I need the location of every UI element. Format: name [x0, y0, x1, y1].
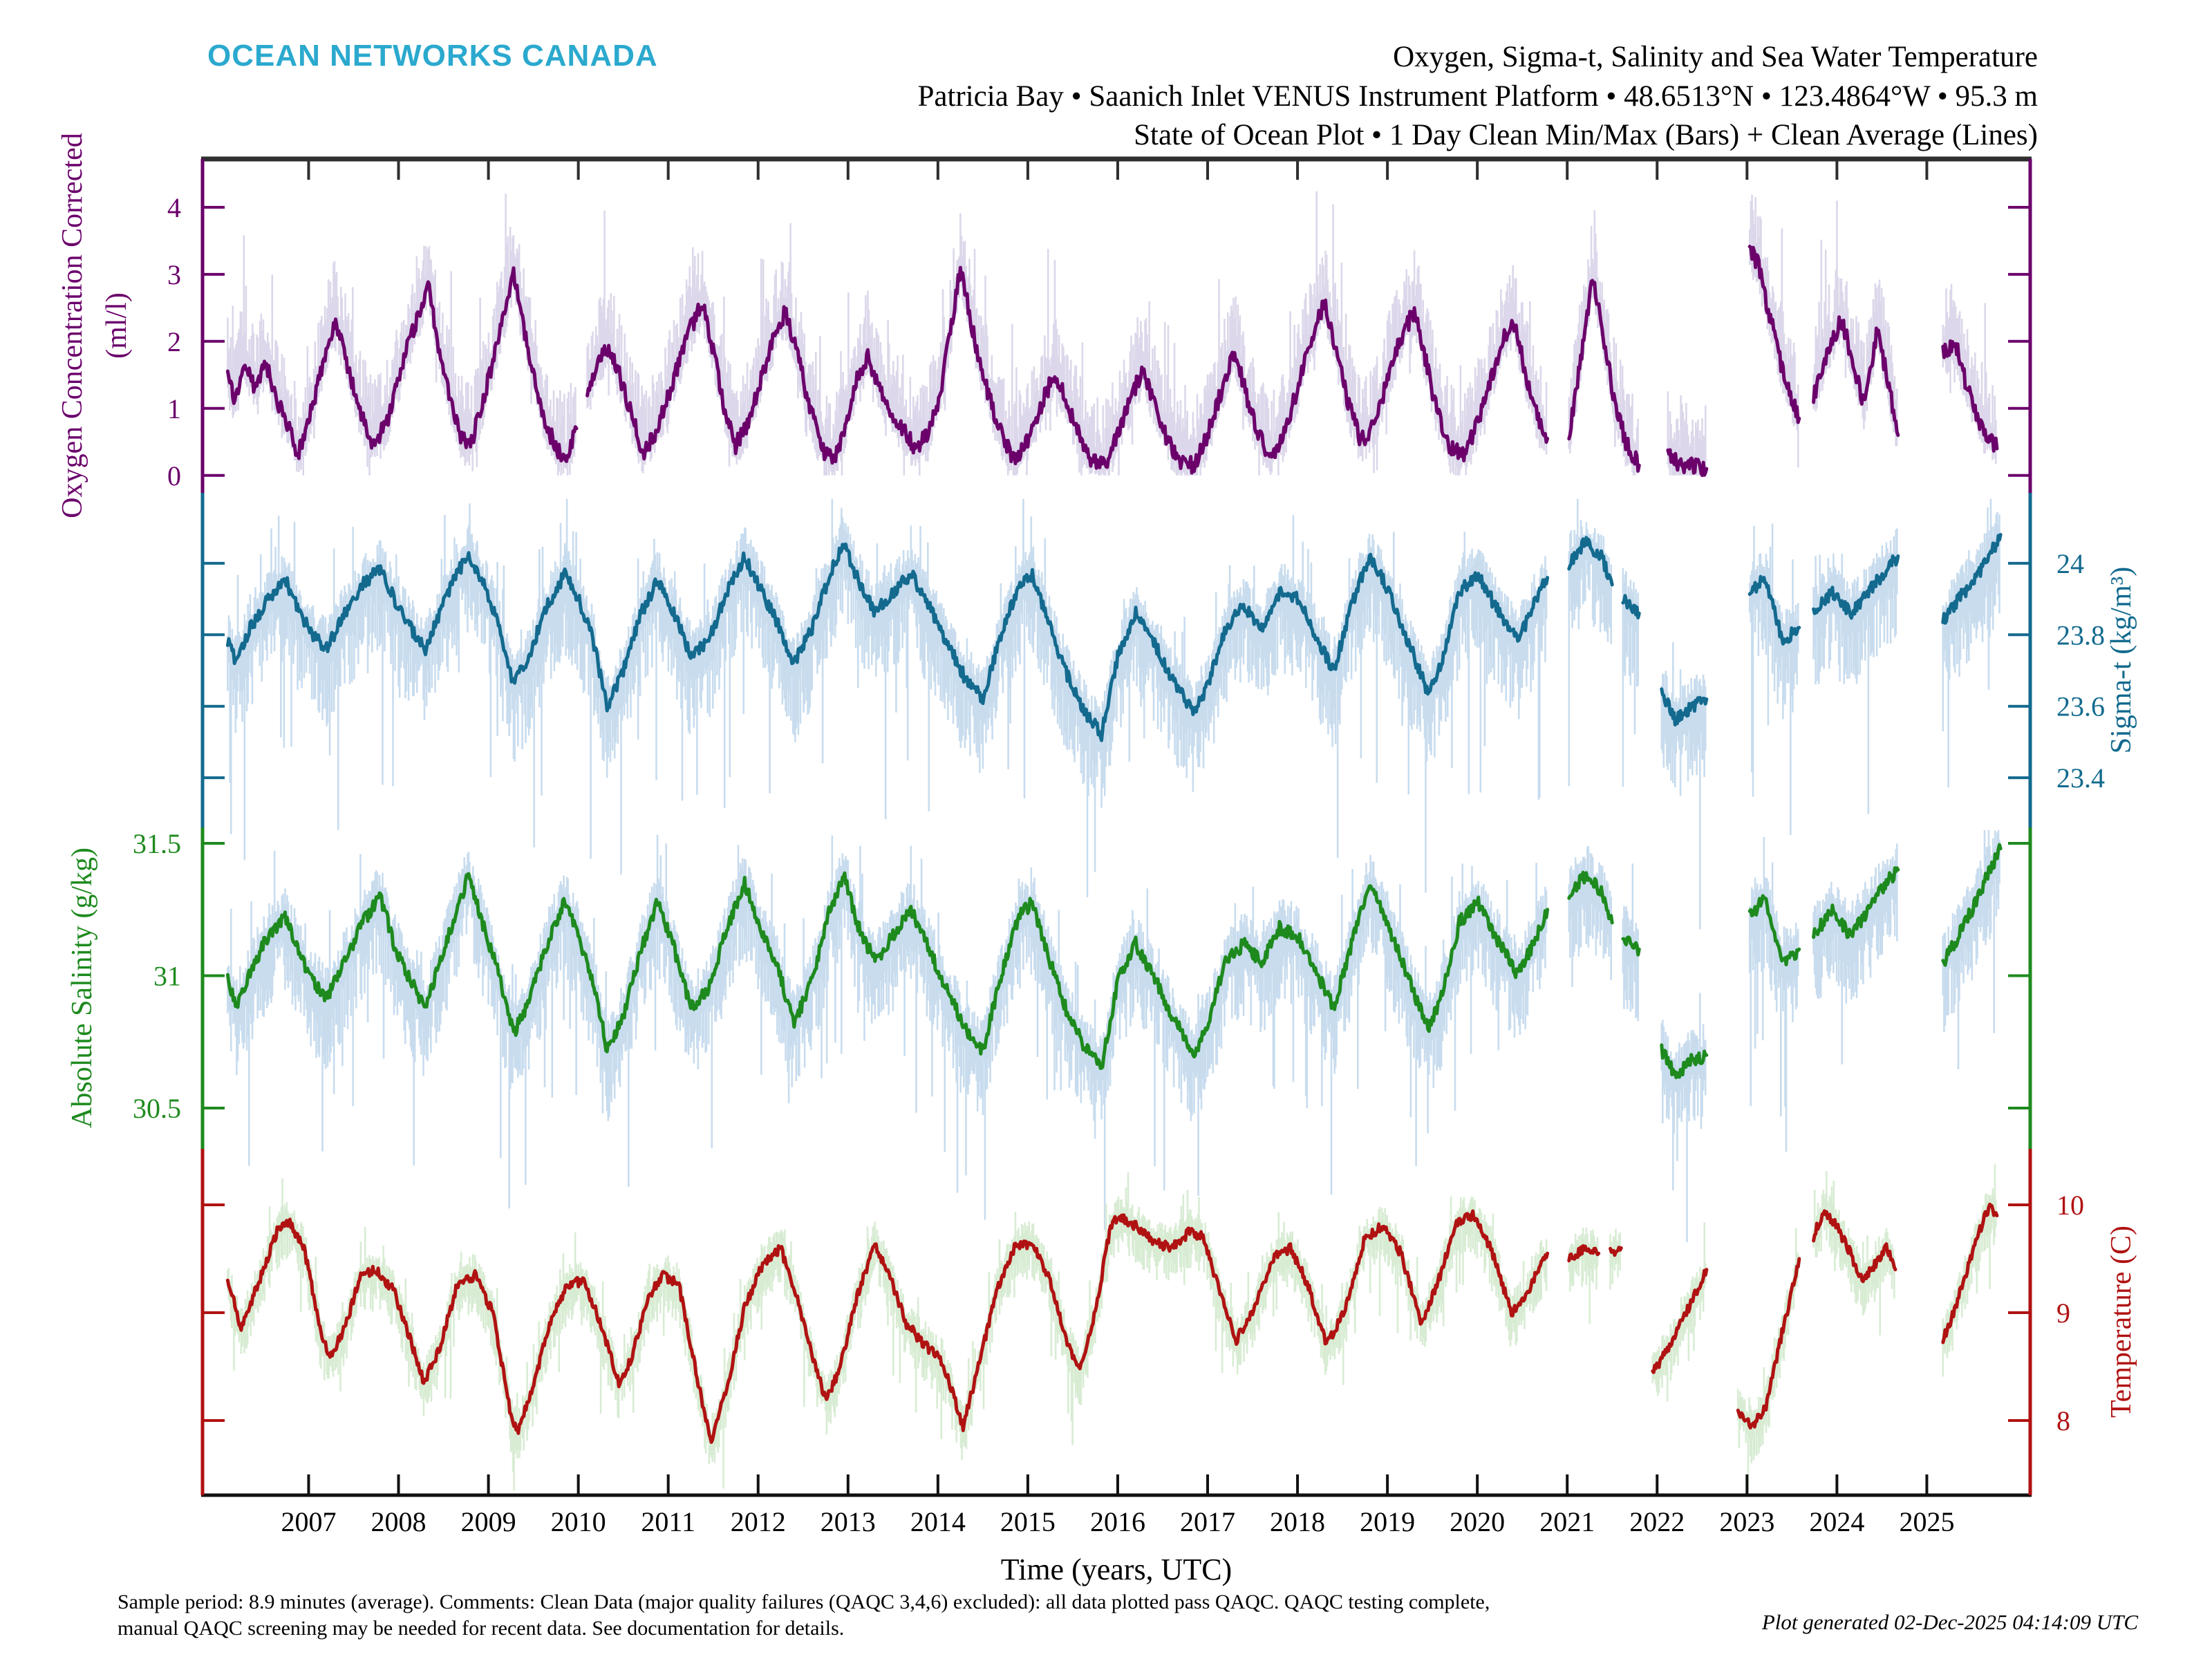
ocean-networks-canada-logo: OCEAN NETWORKS CANADA [207, 39, 658, 73]
year-label-2022: 2022 [1629, 1506, 1685, 1537]
salinity-minmax-bars [227, 830, 2000, 1242]
sigma-t-average-line-segment [1812, 554, 1900, 620]
year-label-2019: 2019 [1360, 1506, 1415, 1537]
year-label-2025: 2025 [1899, 1506, 1954, 1537]
oxygen-average-line-segment [1747, 245, 1801, 424]
footer-comments-line1: Sample period: 8.9 minutes (average). Co… [118, 1591, 1490, 1613]
axis-tick-labels-layer: 0 1 2 3 4 24 23.8 23.6 23.4 31.5 31 30.5 10 9 8 2007 200… [133, 192, 2105, 1537]
oxygen-ytick-label: 4 [167, 192, 181, 223]
oxygen-average-line-segment [1567, 279, 1641, 473]
salinity-average-line-segment [1747, 894, 1801, 966]
salinity-average-line-segment [1567, 870, 1614, 925]
oxygen-axis-label: Oxygen Concentration Corrected [57, 133, 88, 518]
salinity-average-line-segment [225, 871, 1550, 1070]
oxygen-average-line-segment [1941, 339, 1999, 453]
sigma-t-average-line-segment [1621, 594, 1641, 620]
year-label-2012: 2012 [731, 1506, 786, 1537]
temperature-average-line-segment [1941, 1202, 1999, 1344]
year-label-2024: 2024 [1809, 1506, 1864, 1537]
year-label-2015: 2015 [1000, 1506, 1056, 1537]
oxygen-ytick-label: 1 [167, 393, 181, 424]
sigma-t-minmax-bars [227, 498, 2000, 930]
oxygen-average-line-segment [585, 265, 1550, 475]
year-label-2013: 2013 [821, 1506, 876, 1537]
salinity-axis-label: Absolute Salinity (g/kg) [66, 847, 98, 1128]
sigma-t-ytick-label: 23.4 [2056, 762, 2105, 794]
oxygen-average-line-segment [1666, 448, 1709, 478]
temperature-average-line-segment [1609, 1246, 1623, 1257]
sigma-t-average-line-segment [225, 542, 1550, 742]
sigma-t-average-line-segment [1747, 574, 1801, 646]
oxygen-axis-units: (ml/l) [101, 292, 133, 359]
year-label-2018: 2018 [1270, 1506, 1325, 1537]
year-label-2020: 2020 [1450, 1506, 1505, 1537]
footer-comments-line2: manual QAQC screening may be needed for … [118, 1617, 844, 1640]
sigma-t-average-line-segment [1660, 687, 1709, 727]
salinity-ytick-label: 31 [153, 960, 181, 991]
temperature-minmax-bars [227, 1163, 1997, 1491]
sigma-t-ytick-label: 23.6 [2056, 691, 2105, 722]
oxygen-average-line-segment [1812, 315, 1900, 438]
salinity-average-line-segment [1812, 866, 1900, 939]
year-label-2011: 2011 [641, 1506, 695, 1537]
year-label-2021: 2021 [1539, 1506, 1595, 1537]
sigma-t-average-line-segment [1567, 536, 1614, 587]
temperature-ytick-label: 10 [2056, 1190, 2084, 1221]
year-label-2017: 2017 [1180, 1506, 1235, 1537]
time-axis-label: Time (years, UTC) [1001, 1553, 1232, 1586]
year-label-2014: 2014 [910, 1506, 966, 1537]
plot-generated-timestamp: Plot generated 02-Dec-2025 04:14:09 UTC [1761, 1610, 2138, 1634]
sigma-t-ytick-label: 23.8 [2056, 619, 2105, 650]
plot-title-line1: Oxygen, Sigma-t, Salinity and Sea Water … [1393, 41, 2038, 73]
temperature-average-line-segment [1651, 1268, 1709, 1374]
year-label-2023: 2023 [1719, 1506, 1774, 1537]
temperature-average-line-segment [1736, 1257, 1801, 1430]
oxygen-minmax-bars [227, 191, 1997, 476]
year-label-2009: 2009 [461, 1506, 516, 1537]
plot-title-line3: State of Ocean Plot • 1 Day Clean Min/Ma… [1134, 119, 2038, 151]
temperature-ytick-label: 8 [2056, 1405, 2070, 1436]
salinity-average-line-segment [1941, 843, 2003, 967]
axis-ticks-layer [203, 159, 2030, 1495]
salinity-average-line-segment [1621, 935, 1641, 957]
salinity-ytick-label: 31.5 [133, 828, 181, 859]
year-label-2016: 2016 [1090, 1506, 1145, 1537]
temperature-average-line-segment [225, 1209, 1550, 1444]
year-label-2008: 2008 [371, 1506, 427, 1537]
year-label-2010: 2010 [551, 1506, 606, 1537]
sigma-t-ytick-label: 24 [2056, 548, 2084, 579]
sigma-t-average-line-segment [1941, 533, 2003, 625]
sigma-t-axis-label: Sigma-t (kg/m³) [2106, 567, 2137, 753]
plot-title-line2: Patricia Bay • Saanich Inlet VENUS Instr… [917, 80, 2038, 113]
oxygen-average-line-segment [225, 266, 579, 463]
oxygen-ytick-label: 2 [167, 326, 181, 357]
temperature-ytick-label: 9 [2056, 1297, 2070, 1329]
temperature-axis-label: Temperature (C) [2106, 1226, 2137, 1418]
year-label-2007: 2007 [281, 1506, 336, 1537]
salinity-ytick-label: 30.5 [133, 1093, 181, 1124]
temperature-average-line-segment [1812, 1209, 1897, 1284]
salinity-average-line-segment [1660, 1043, 1709, 1080]
minmax-bars-layer [227, 191, 2000, 1491]
temperature-average-line-segment [1567, 1244, 1601, 1263]
average-lines-layer [225, 245, 2003, 1444]
oxygen-ytick-label: 0 [167, 460, 181, 491]
oxygen-ytick-label: 3 [167, 259, 181, 290]
